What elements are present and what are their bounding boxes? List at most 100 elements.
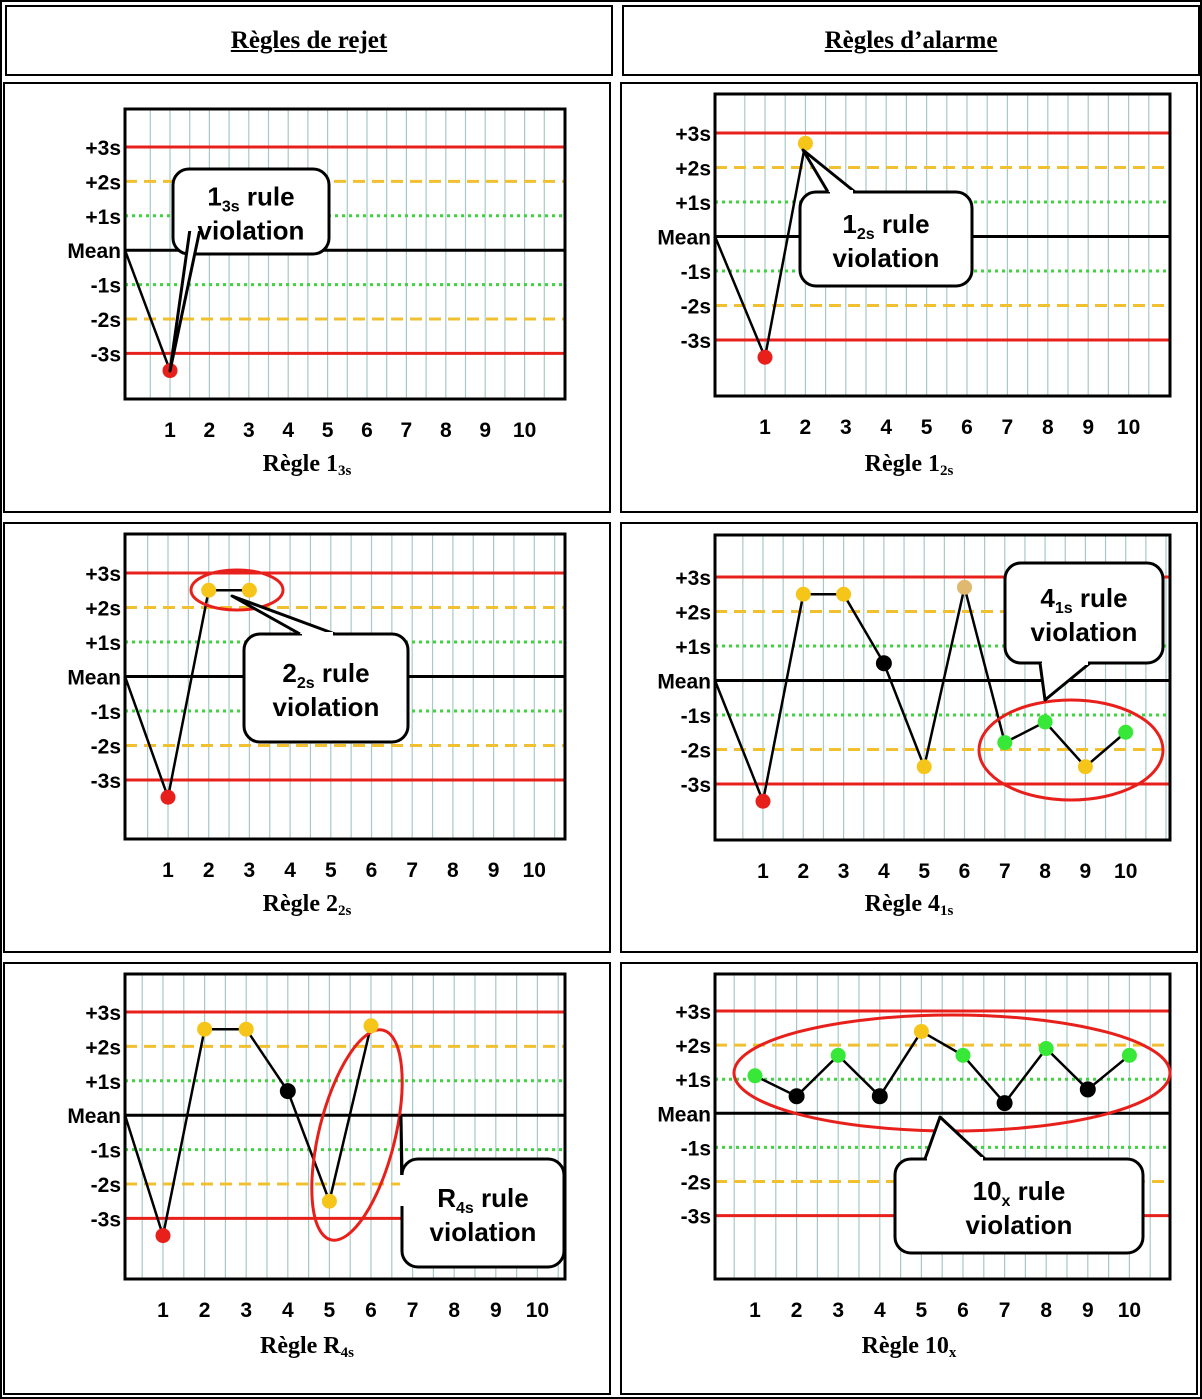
chart-caption-1: Règle 13s: [3, 451, 611, 480]
y-tick-label: -1s: [91, 701, 121, 724]
x-tick-label: 5: [921, 416, 933, 439]
data-point: [241, 582, 257, 598]
x-tick-label: 4: [874, 1299, 886, 1322]
caption-sub: 2s: [939, 463, 954, 479]
data-point: [1118, 724, 1134, 740]
callout-box: [400, 1157, 566, 1269]
callout-pointer: [923, 1115, 987, 1161]
x-tick-label: 8: [448, 1299, 460, 1322]
x-tick-label: 7: [1002, 416, 1014, 439]
callout-pointer: [801, 148, 856, 194]
x-tick-label: 8: [440, 419, 452, 442]
y-tick-label: Mean: [657, 671, 711, 694]
x-tick-label: 3: [840, 416, 852, 439]
y-tick-label: -3s: [681, 1206, 711, 1229]
caption-main: Règle 1: [262, 451, 338, 477]
chart-panel-4: +3s +2s +1s Mean -1s -2s -3s 1 2 3 4 5 6 7 8 9 10 41s rul…: [657, 533, 1172, 883]
chart-caption-4: Règle 41s: [620, 891, 1198, 920]
y-tick-label: +1s: [675, 636, 711, 659]
data-point: [1077, 759, 1093, 775]
y-tick-label: -2s: [681, 1172, 711, 1195]
x-tick-label: 7: [406, 859, 418, 882]
y-tick-label: -3s: [91, 1208, 121, 1231]
caption-sub: x: [948, 1345, 957, 1361]
y-tick-label: +3s: [675, 567, 711, 590]
x-tick-label: 4: [282, 419, 294, 442]
caption-main: Règle 1: [864, 451, 940, 477]
callout-box: [1003, 561, 1165, 665]
data-point: [797, 135, 813, 151]
y-tick-label: -2s: [681, 296, 711, 319]
x-tick-label: 2: [204, 419, 216, 442]
x-tick-label: 10: [1118, 1299, 1141, 1322]
x-tick-label: 7: [999, 860, 1011, 883]
data-point: [757, 349, 773, 365]
data-point: [955, 1047, 971, 1063]
chart-panel-3: +3s +2s +1s Mean -1s -2s -3s 1 2 3 4 5 6 7 8 9 10 22s rul…: [67, 532, 567, 882]
data-point: [875, 655, 892, 672]
y-tick-label: -1s: [681, 261, 711, 284]
y-tick-label: +2s: [85, 1036, 121, 1059]
y-tick-label: +2s: [675, 602, 711, 625]
y-tick-label: Mean: [657, 227, 711, 250]
x-tick-label: 5: [322, 419, 334, 442]
data-point: [996, 1095, 1013, 1112]
y-tick-label: -1s: [681, 705, 711, 728]
x-tick-label: 4: [284, 859, 296, 882]
x-tick-label: 2: [800, 416, 812, 439]
violation-ellipse: [310, 1028, 404, 1242]
callout-pointer: [1038, 661, 1091, 702]
y-tick-label: -1s: [91, 275, 121, 298]
data-point: [871, 1088, 888, 1105]
caption-main: Règle 10: [861, 1333, 949, 1359]
y-tick-label: +3s: [85, 137, 121, 160]
plot-frame: [713, 92, 1172, 398]
callout-box: [171, 167, 331, 256]
plot-frame: [123, 107, 567, 401]
x-tick-label: 6: [959, 860, 971, 883]
x-tick-label: 10: [523, 859, 546, 882]
callout-text-line1: R4s rule: [437, 1183, 529, 1217]
data-point: [788, 1088, 805, 1105]
chart-panel-2: +3s +2s +1s Mean -1s -2s -3s 1 2 3 4 5 6 7 8 9 10 12s rul…: [657, 92, 1172, 439]
data-point: [160, 789, 176, 805]
data-point: [1121, 1047, 1137, 1063]
y-tick-label: -2s: [681, 740, 711, 763]
data-point: [197, 1021, 213, 1037]
x-tick-label: 6: [366, 859, 378, 882]
x-tick-label: 4: [282, 1299, 294, 1322]
y-tick-label: -3s: [91, 343, 121, 366]
y-tick-label: Mean: [67, 1105, 121, 1128]
x-tick-label: 6: [957, 1299, 969, 1322]
callout-text-line1: 10x rule: [973, 1176, 1066, 1210]
callout-text-line2: violation: [430, 1217, 537, 1247]
callout-text-line1: 22s rule: [282, 658, 369, 692]
data-point: [997, 735, 1013, 751]
y-tick-label: +2s: [675, 158, 711, 181]
x-tick-label: 4: [878, 860, 890, 883]
caption-sub: 4s: [340, 1345, 354, 1361]
y-tick-label: -3s: [91, 770, 121, 793]
y-tick-label: -2s: [91, 309, 121, 332]
callout-text-line1: 13s rule: [207, 182, 294, 216]
chart-cell-2: [620, 82, 1198, 513]
data-point: [279, 1083, 296, 1100]
callout-box: [893, 1157, 1145, 1255]
x-tick-label: 1: [157, 1299, 169, 1322]
header-rejection-rules: Règles de rejet: [5, 5, 613, 76]
plot-frame: [713, 972, 1172, 1281]
data-point: [1038, 1041, 1054, 1057]
callout-text-line2: violation: [273, 692, 380, 722]
x-tick-label: 3: [240, 1299, 252, 1322]
caption-sub: 1s: [939, 903, 954, 919]
plot-frame: [713, 533, 1172, 842]
x-tick-label: 10: [1117, 416, 1140, 439]
y-tick-label: +2s: [85, 598, 121, 621]
y-tick-label: -3s: [681, 774, 711, 797]
chart-caption-5: Règle R4s: [3, 1333, 611, 1362]
x-tick-label: 3: [243, 419, 255, 442]
x-tick-label: 9: [488, 859, 500, 882]
y-tick-label: -3s: [681, 330, 711, 353]
x-tick-label: 7: [999, 1299, 1011, 1322]
